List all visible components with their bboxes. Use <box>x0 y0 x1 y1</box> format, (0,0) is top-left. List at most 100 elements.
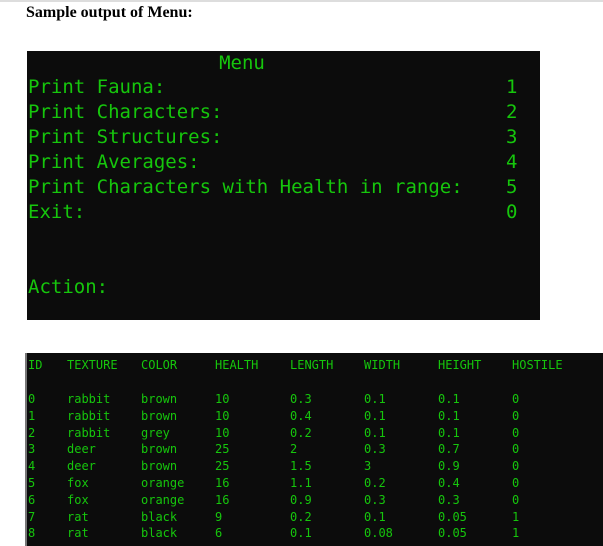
table-cell: rabbit <box>67 408 111 423</box>
table-cell: rabbit <box>67 425 111 440</box>
table-cell: orange <box>141 476 185 490</box>
table-cell: 0.1 <box>364 408 386 423</box>
table-cell: 0 <box>512 492 520 507</box>
table-cell: 0.9 <box>290 492 312 507</box>
table-cell: 10 <box>215 425 230 440</box>
table-cell: fox <box>67 476 89 490</box>
table-cell: rabbit <box>67 392 111 406</box>
table-cell: 0.4 <box>290 408 312 423</box>
table-cell: 25 <box>215 459 230 474</box>
table-cell: 0 <box>512 392 520 406</box>
table-cell: 2 <box>290 442 298 457</box>
table-cell: 0.2 <box>364 476 386 490</box>
menu-item-label: Print Averages: <box>28 151 200 173</box>
menu-item-key: 5 <box>506 176 518 198</box>
table-cell: 1 <box>512 526 520 541</box>
table-cell: 25 <box>215 442 230 457</box>
table-cell: brown <box>141 408 178 423</box>
action-prompt: Action: <box>28 276 109 298</box>
table-cell: 0.3 <box>290 392 312 406</box>
table-cell: 1 <box>28 408 36 423</box>
column-header: HOSTILE <box>512 358 563 372</box>
menu-item: Print Averages: 4 <box>28 150 538 175</box>
table-cell: 0.1 <box>438 425 460 440</box>
console-edge <box>25 353 27 546</box>
table-cell: 0.08 <box>364 526 393 541</box>
menu-item-key: 4 <box>506 151 518 173</box>
menu-item: Print Characters: 2 <box>28 100 538 125</box>
table-cell: 0.05 <box>438 509 467 524</box>
menu-item-label: Print Characters: <box>28 101 223 123</box>
column-header: LENGTH <box>290 358 334 372</box>
column-header: WIDTH <box>364 358 401 372</box>
table-cell: brown <box>141 459 178 474</box>
table-cell: 3 <box>364 459 372 474</box>
table-cell: 0.3 <box>438 492 460 507</box>
table-cell: 5 <box>28 476 36 490</box>
heading: Sample output of Menu: <box>26 4 193 21</box>
table-cell: 0.1 <box>364 392 386 406</box>
table-cell: 0.1 <box>438 408 460 423</box>
table-cell: 0 <box>512 442 520 457</box>
table-cell: 0.3 <box>364 442 386 457</box>
table-cell: 3 <box>28 442 36 457</box>
table-cell: 0.05 <box>438 526 467 541</box>
table-cell: 0 <box>28 392 36 406</box>
table-cell: 0.1 <box>438 392 460 406</box>
table-cell: brown <box>141 392 178 406</box>
menu-item-label: Print Characters with Health in range: <box>28 176 463 198</box>
table-cell: 6 <box>28 492 36 507</box>
table-cell: 0.1 <box>290 526 312 541</box>
top-border <box>0 0 603 2</box>
menu-item: Print Characters with Health in range: 5 <box>28 175 538 200</box>
table-cell: 0.2 <box>290 509 312 524</box>
table-cell: deer <box>67 459 96 474</box>
table-cell: 7 <box>28 509 36 524</box>
table-cell: grey <box>141 425 170 440</box>
table-cell: 0.7 <box>438 442 460 457</box>
menu-item-label: Print Structures: <box>28 126 223 148</box>
column-header: TEXTURE <box>67 358 118 372</box>
fauna-table-console: ID TEXTURE COLOR HEALTH LENGTH WIDTH HEIGHT HOS… <box>25 353 603 546</box>
column-header: COLOR <box>141 358 178 372</box>
table-cell: 10 <box>215 392 230 406</box>
table-cell: 0.1 <box>364 425 386 440</box>
menu-item: Print Structures: 3 <box>28 125 538 150</box>
table-cell: 0 <box>512 476 520 490</box>
table-cell: 1.1 <box>290 476 312 490</box>
menu-item-label: Print Fauna: <box>28 76 166 98</box>
menu-item-label: Exit: <box>28 201 86 223</box>
table-cell: brown <box>141 442 178 457</box>
table-cell: 0.3 <box>364 492 386 507</box>
column-header: ID <box>28 358 43 372</box>
table-cell: rat <box>67 509 89 524</box>
table-cell: 2 <box>28 425 36 440</box>
menu-item-key: 0 <box>506 201 518 223</box>
table-cell: 1.5 <box>290 459 312 474</box>
table-cell: rat <box>67 526 89 541</box>
column-header: HEIGHT <box>438 358 482 372</box>
table-cell: 1 <box>512 509 520 524</box>
table-cell: deer <box>67 442 96 457</box>
menu-item: Print Fauna: 1 <box>28 75 538 100</box>
table-cell: 0.1 <box>364 509 386 524</box>
table-cell: 16 <box>215 476 230 490</box>
table-cell: 16 <box>215 492 230 507</box>
table-cell: 4 <box>28 459 36 474</box>
menu-item-key: 1 <box>506 76 518 98</box>
table-cell: 8 <box>28 526 36 541</box>
table-cell: 10 <box>215 408 230 423</box>
table-cell: 0 <box>512 408 520 423</box>
table-cell: black <box>141 509 178 524</box>
table-cell: black <box>141 526 178 541</box>
menu-item: Exit: 0 <box>28 200 538 225</box>
table-cell: 0.2 <box>290 425 312 440</box>
table-cell: orange <box>141 492 185 507</box>
menu-title: Menu <box>219 52 265 74</box>
table-cell: 0 <box>512 459 520 474</box>
menu-item-key: 2 <box>506 101 518 123</box>
table-cell: 9 <box>215 509 223 524</box>
table-cell: fox <box>67 492 89 507</box>
table-cell: 0.4 <box>438 476 460 490</box>
table-cell: 0 <box>512 425 520 440</box>
